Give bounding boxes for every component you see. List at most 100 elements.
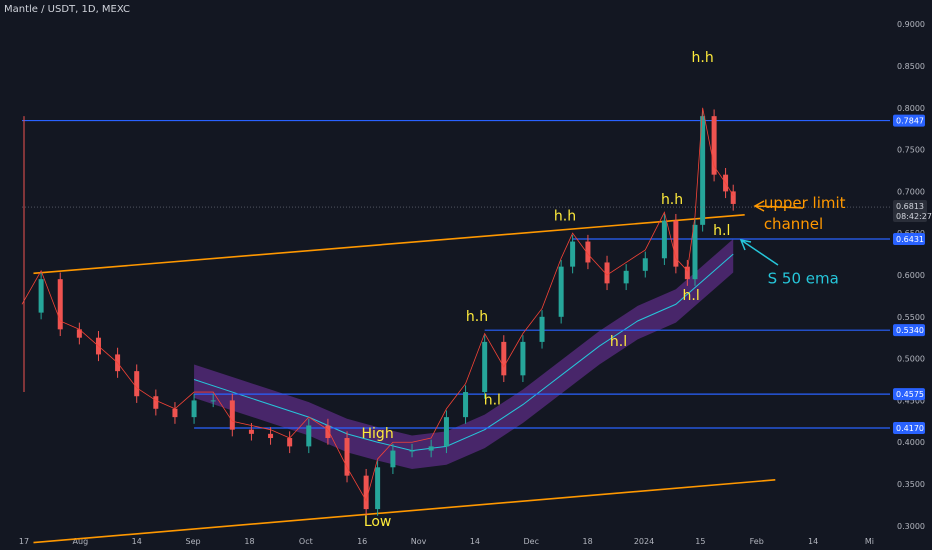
candle-body <box>684 266 690 280</box>
annotation-label: h.h <box>554 209 576 225</box>
candle-body <box>692 224 698 280</box>
candle-body <box>153 396 159 409</box>
short-ma-line <box>21 107 734 502</box>
price-tag <box>893 422 925 434</box>
price-tag-label: 0.7847 <box>896 117 924 126</box>
candle-body <box>57 279 63 330</box>
ema-arrow <box>739 238 779 266</box>
x-tick-label: 17 <box>19 537 29 546</box>
ema-line <box>193 253 734 452</box>
candle-body <box>501 341 507 376</box>
candle-body <box>623 270 629 284</box>
x-tick-label: Oct <box>299 537 313 546</box>
x-tick-label: Feb <box>750 537 764 546</box>
x-tick-label: 2024 <box>634 537 654 546</box>
y-tick-label: 0.4000 <box>897 438 925 447</box>
annotation-label: Low <box>364 514 392 530</box>
candle-body <box>604 262 610 284</box>
y-tick-label: 0.3000 <box>897 522 925 531</box>
candle-body <box>463 392 469 418</box>
candle-body <box>390 450 396 468</box>
x-tick-label: 16 <box>357 537 367 546</box>
y-tick-label: 0.5500 <box>897 313 925 322</box>
y-tick-label: 0.8000 <box>897 104 925 113</box>
y-tick-label: 0.5000 <box>897 355 925 364</box>
candle-body <box>661 220 667 259</box>
candle-body <box>325 425 331 439</box>
price-tag-label: 0.4575 <box>896 390 924 399</box>
annotation-label: channel <box>764 215 823 233</box>
x-tick-label: 18 <box>244 537 254 546</box>
price-tag <box>893 324 925 337</box>
candle-body <box>558 266 564 317</box>
candle-body <box>344 438 350 476</box>
channel-arrow <box>753 200 804 212</box>
y-tick-label: 0.7500 <box>897 146 925 155</box>
annotation-label: S 50 ema <box>768 269 839 287</box>
ema-band <box>194 239 734 469</box>
x-tick-label: 14 <box>132 537 142 546</box>
x-tick-label: Mi <box>865 537 874 546</box>
candle-body <box>287 438 293 447</box>
candle-body <box>539 316 545 342</box>
candle-body <box>38 279 44 313</box>
annotation-label: h.l <box>484 393 501 409</box>
x-tick-label: Nov <box>411 537 427 546</box>
candle-body <box>482 341 488 393</box>
annotation-label: High <box>362 426 394 442</box>
annotation-label: h.l <box>713 223 730 239</box>
y-tick-label: 0.8500 <box>897 62 925 71</box>
price-tag <box>893 114 925 127</box>
x-tick-label: Aug <box>73 537 89 546</box>
annotation-label: h.l <box>610 334 627 350</box>
current-price-tag <box>893 200 927 223</box>
price-tag-label: 0.6431 <box>896 235 924 244</box>
x-tick-label: Sep <box>186 537 201 546</box>
candle-body <box>134 371 140 397</box>
candle-body <box>585 241 591 263</box>
candle-body <box>375 467 381 510</box>
candle-body <box>268 433 274 439</box>
candle-body <box>306 425 312 447</box>
candle-body <box>363 475 369 510</box>
annotation-label: upper limit <box>764 194 846 212</box>
candle-body <box>248 429 254 434</box>
y-tick-label: 0.9000 <box>897 20 925 29</box>
price-tag-label: 0.5340 <box>896 326 924 335</box>
candle-body <box>172 408 178 418</box>
current-price-label: 0.6813 <box>896 202 924 211</box>
countdown-label: 08:42:27 <box>896 212 932 221</box>
candle-body <box>443 417 449 447</box>
candle-body <box>520 341 526 376</box>
candle-body <box>76 329 82 338</box>
candle-body <box>730 191 736 204</box>
channel-line <box>33 214 745 275</box>
x-tick-label: 18 <box>583 537 593 546</box>
candle-body <box>229 400 235 430</box>
annotation-label: h.l <box>683 288 700 304</box>
candle-body <box>700 116 706 225</box>
x-tick-label: Dec <box>524 537 539 546</box>
y-tick-label: 0.6000 <box>897 271 925 280</box>
candle-body <box>642 258 648 271</box>
candle-body <box>191 400 197 418</box>
x-tick-label: 14 <box>470 537 480 546</box>
y-tick-label: 0.4500 <box>897 396 925 405</box>
y-tick-label: 0.7000 <box>897 187 925 196</box>
chart-title: Mantle / USDT, 1D, MEXC <box>4 4 130 15</box>
price-tag <box>893 232 925 245</box>
annotation-label: h.h <box>661 192 683 208</box>
annotation-label: h.h <box>466 309 488 325</box>
y-tick-label: 0.3500 <box>897 480 925 489</box>
candle-body <box>409 450 415 452</box>
x-tick-label: 15 <box>695 537 705 546</box>
candle-body <box>711 116 717 175</box>
candle-body <box>673 220 679 267</box>
candle-body <box>210 400 216 402</box>
annotation-label: h.h <box>692 50 714 66</box>
channel-line <box>33 479 776 544</box>
price-tag <box>893 388 925 401</box>
candle-body <box>570 241 576 267</box>
x-tick-label: 14 <box>808 537 818 546</box>
